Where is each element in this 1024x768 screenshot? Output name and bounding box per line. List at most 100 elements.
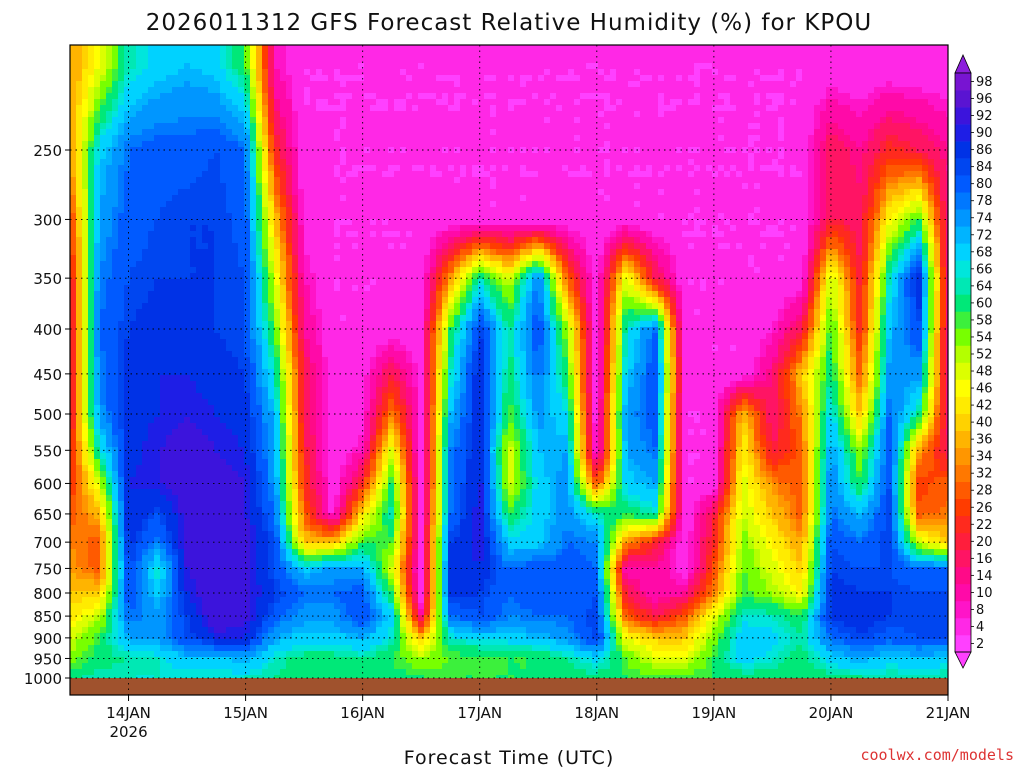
heatmap-cell [196, 57, 203, 64]
heatmap-cell [922, 87, 929, 94]
heatmap-cell [322, 135, 329, 142]
heatmap-cell [394, 189, 401, 196]
heatmap-cell [106, 159, 113, 166]
heatmap-cell [628, 81, 635, 88]
heatmap-cell [562, 165, 569, 172]
heatmap-cell [664, 99, 671, 106]
heatmap-cell [820, 123, 827, 130]
heatmap-cell [88, 99, 95, 106]
heatmap-cell [370, 159, 377, 166]
heatmap-cell [646, 147, 653, 154]
heatmap-cell [94, 75, 101, 82]
heatmap-cell [694, 201, 701, 208]
heatmap-cell [814, 183, 821, 190]
heatmap-cell [628, 63, 635, 70]
heatmap-cell [292, 99, 299, 106]
heatmap-cell [298, 207, 305, 214]
heatmap-cell [778, 141, 785, 148]
heatmap-cell [226, 45, 233, 52]
heatmap-cell [328, 201, 335, 208]
heatmap-cell [136, 153, 143, 160]
heatmap-cell [100, 237, 107, 244]
heatmap-cell [484, 231, 491, 238]
heatmap-cell [364, 57, 371, 64]
heatmap-cell [838, 189, 845, 196]
heatmap-cell [346, 213, 353, 220]
heatmap-cell [370, 99, 377, 106]
heatmap-cell [532, 231, 539, 238]
heatmap-cell [502, 219, 509, 226]
heatmap-cell [568, 63, 575, 70]
heatmap-cell [916, 81, 923, 88]
heatmap-cell [94, 123, 101, 130]
heatmap-cell [622, 171, 629, 178]
heatmap-cell [628, 201, 635, 208]
heatmap-cell [430, 213, 437, 220]
heatmap-cell [388, 141, 395, 148]
heatmap-cell [310, 69, 317, 76]
heatmap-cell [274, 183, 281, 190]
heatmap-cell [466, 219, 473, 226]
heatmap-cell [502, 141, 509, 148]
heatmap-cell [928, 225, 935, 232]
heatmap-cell [196, 105, 203, 112]
heatmap-cell [274, 111, 281, 118]
heatmap-cell [532, 87, 539, 94]
heatmap-cell [658, 69, 665, 76]
heatmap-cell [70, 195, 77, 202]
heatmap-cell [220, 225, 227, 232]
heatmap-cell [472, 45, 479, 52]
heatmap-cell [670, 195, 677, 202]
heatmap-cell [184, 57, 191, 64]
heatmap-cell [496, 123, 503, 130]
heatmap-cell [388, 153, 395, 160]
heatmap-cell [286, 69, 293, 76]
heatmap-cell [478, 129, 485, 136]
heatmap-cell [190, 171, 197, 178]
heatmap-cell [928, 159, 935, 166]
heatmap-cell [772, 117, 779, 124]
heatmap-cell [286, 75, 293, 82]
heatmap-cell [724, 165, 731, 172]
heatmap-cell [706, 195, 713, 202]
heatmap-cell [124, 159, 131, 166]
heatmap-cell [796, 213, 803, 220]
heatmap-cell [190, 189, 197, 196]
heatmap-cell [508, 171, 515, 178]
heatmap-cell [706, 135, 713, 142]
heatmap-cell [442, 165, 449, 172]
heatmap-cell [346, 171, 353, 178]
heatmap-cell [820, 135, 827, 142]
heatmap-cell [328, 207, 335, 214]
heatmap-cell [736, 51, 743, 58]
heatmap-cell [880, 183, 887, 190]
heatmap-cell [448, 171, 455, 178]
heatmap-cell [742, 177, 749, 184]
heatmap-cell [856, 135, 863, 142]
heatmap-cell [706, 243, 713, 250]
heatmap-cell [460, 183, 467, 190]
heatmap-cell [856, 219, 863, 226]
heatmap-cell [328, 171, 335, 178]
heatmap-cell [610, 105, 617, 112]
heatmap-cell [916, 111, 923, 118]
heatmap-cell [808, 45, 815, 52]
heatmap-cell [574, 243, 581, 250]
heatmap-cell [826, 183, 833, 190]
heatmap-cell [280, 195, 287, 202]
heatmap-cell [118, 213, 125, 220]
heatmap-cell [394, 135, 401, 142]
heatmap-cell [406, 99, 413, 106]
heatmap-cell [640, 201, 647, 208]
heatmap-cell [634, 237, 641, 244]
heatmap-cell [88, 237, 95, 244]
heatmap-cell [310, 207, 317, 214]
heatmap-cell [274, 213, 281, 220]
heatmap-cell [370, 243, 377, 250]
heatmap-cell [136, 165, 143, 172]
heatmap-cell [664, 63, 671, 70]
heatmap-cell [796, 63, 803, 70]
heatmap-cell [586, 165, 593, 172]
heatmap-cell [820, 87, 827, 94]
heatmap-cell [340, 183, 347, 190]
